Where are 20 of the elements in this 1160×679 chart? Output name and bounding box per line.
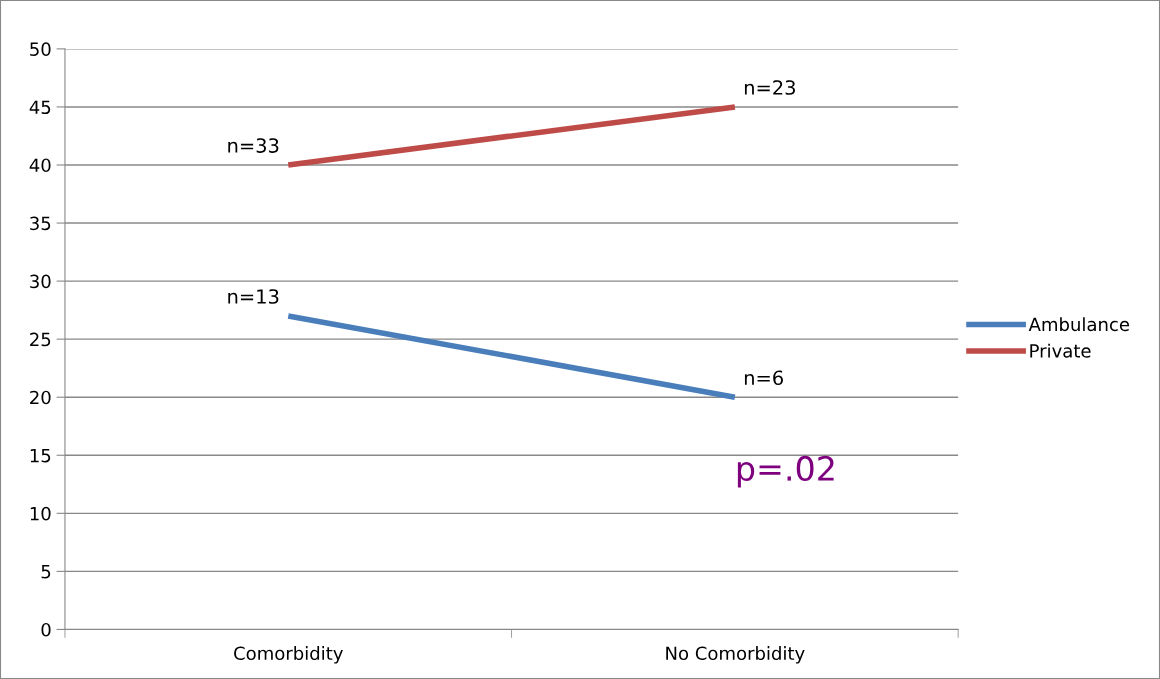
annotation: n=23 [744,80,795,95]
annotation: n=13 [228,289,279,304]
y-tick-label: 15 [30,448,51,463]
y-tick-label: 40 [29,158,51,173]
legend-label: Private [1030,343,1091,358]
y-tick-label: 50 [30,42,51,56]
y-tick-label: 30 [30,274,51,289]
y-tick-label: 25 [30,332,51,347]
y-tick-label: 20 [30,390,51,405]
annotation: p=.02 [737,455,834,488]
annotation: n=6 [744,370,783,386]
x-tick-label: Comorbidity [234,646,343,664]
y-tick-label: 0 [41,622,51,637]
annotation: n=33 [228,138,279,153]
y-tick-label: 5 [41,565,51,579]
y-tick-label: 10 [30,506,51,521]
x-tick-label: No Comorbidity [666,646,805,664]
legend-label: Ambulance [1028,317,1130,332]
y-tick-label: 35 [30,216,51,231]
y-tick-label: 45 [29,100,51,115]
